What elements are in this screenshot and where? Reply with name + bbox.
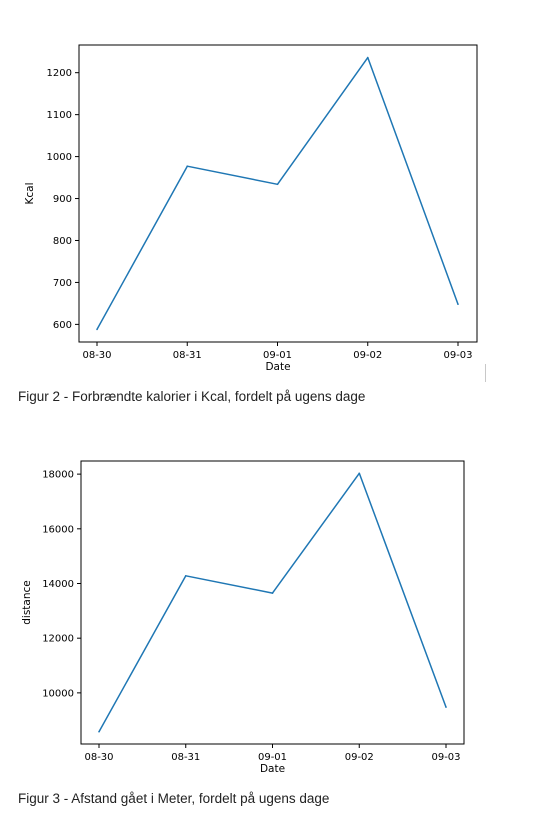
chart2-x-tick-label: 08-30 — [84, 752, 113, 763]
chart2-y-tick-label: 14000 — [42, 579, 74, 590]
chart2-y-tick-label: 16000 — [42, 524, 74, 535]
chart2-data-point — [271, 592, 274, 594]
chart1-x-tick-label: 09-03 — [443, 350, 472, 361]
text-cursor — [485, 364, 486, 382]
chart2-data-point — [98, 730, 100, 733]
chart1-y-tick-label: 1000 — [47, 152, 72, 163]
chart2-x-tick-label: 08-31 — [171, 752, 200, 763]
chart1-y-tick-label: 700 — [53, 278, 72, 289]
chart2-data-point — [445, 706, 447, 708]
chart2-series-line — [98, 472, 447, 733]
chart1-data-point — [186, 165, 189, 168]
chart2-x-tick-label: 09-03 — [431, 752, 460, 763]
chart2-y-tick-label: 12000 — [42, 634, 74, 645]
chart1-x-axis-label: Date — [265, 361, 290, 373]
chart2-x-axis-label: Date — [260, 763, 285, 775]
chart1-x-tick-label: 08-31 — [173, 350, 202, 361]
chart1-y-tick-label: 1100 — [47, 110, 72, 121]
chart1-data-point — [366, 56, 369, 59]
chart1-x-tick-label: 08-30 — [82, 350, 111, 361]
chart2-x-tick-label: 09-02 — [345, 752, 374, 763]
chart1-y-tick-label: 1200 — [47, 68, 72, 79]
chart2-y-axis-label: distance — [21, 580, 33, 625]
figure-2-caption: Figur 2 - Forbrændte kalorier i Kcal, fo… — [18, 389, 366, 404]
chart1-y-tick-label: 900 — [53, 194, 72, 205]
chart2-x-tick-label: 09-01 — [258, 752, 287, 763]
chart1-series-line — [96, 56, 459, 330]
chart1-x-tick-label: 09-01 — [263, 350, 292, 361]
chart2-y-tick-label: 10000 — [42, 688, 74, 699]
chart1-y-axis-label: Kcal — [24, 182, 36, 204]
chart1-y-tick-label: 800 — [53, 236, 72, 247]
chart1-x-tick-label: 09-02 — [353, 350, 382, 361]
chart2-data-point — [184, 575, 187, 577]
chart2-data-point — [358, 472, 361, 475]
chart2-y-tick-label: 18000 — [42, 470, 74, 481]
chart1-data-point — [276, 183, 279, 186]
figure-3-caption: Figur 3 - Afstand gået i Meter, fordelt … — [18, 791, 330, 806]
chart1-data-point — [96, 328, 98, 331]
chart1-y-tick-label: 600 — [53, 320, 72, 331]
chart1-data-point — [457, 303, 459, 306]
